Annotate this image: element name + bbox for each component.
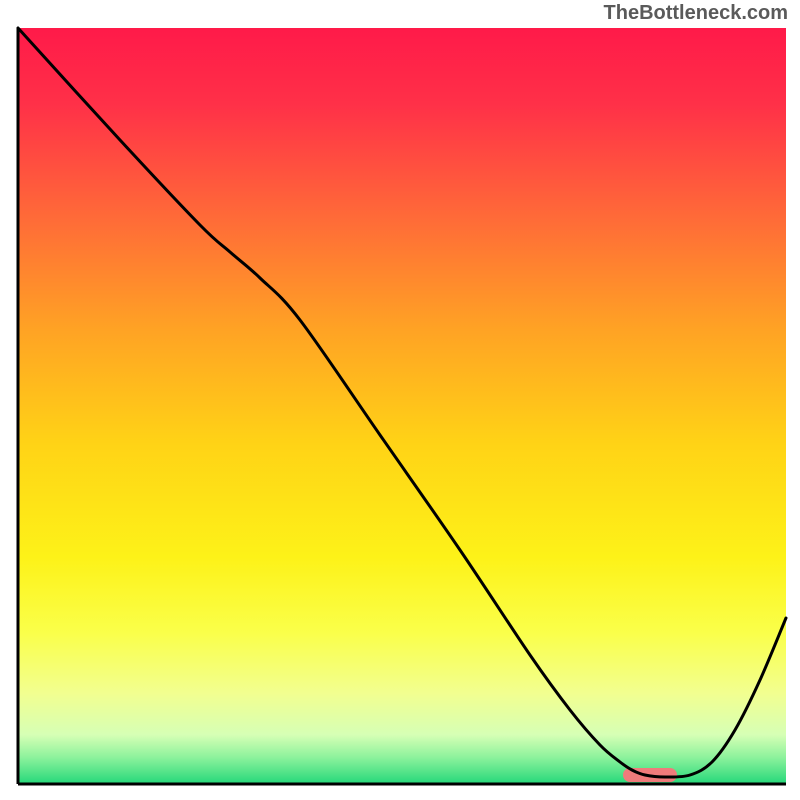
chart-container: TheBottleneck.com xyxy=(0,0,800,800)
plot-background xyxy=(18,28,786,784)
bottleneck-chart xyxy=(0,0,800,800)
watermark-text: TheBottleneck.com xyxy=(604,2,788,25)
